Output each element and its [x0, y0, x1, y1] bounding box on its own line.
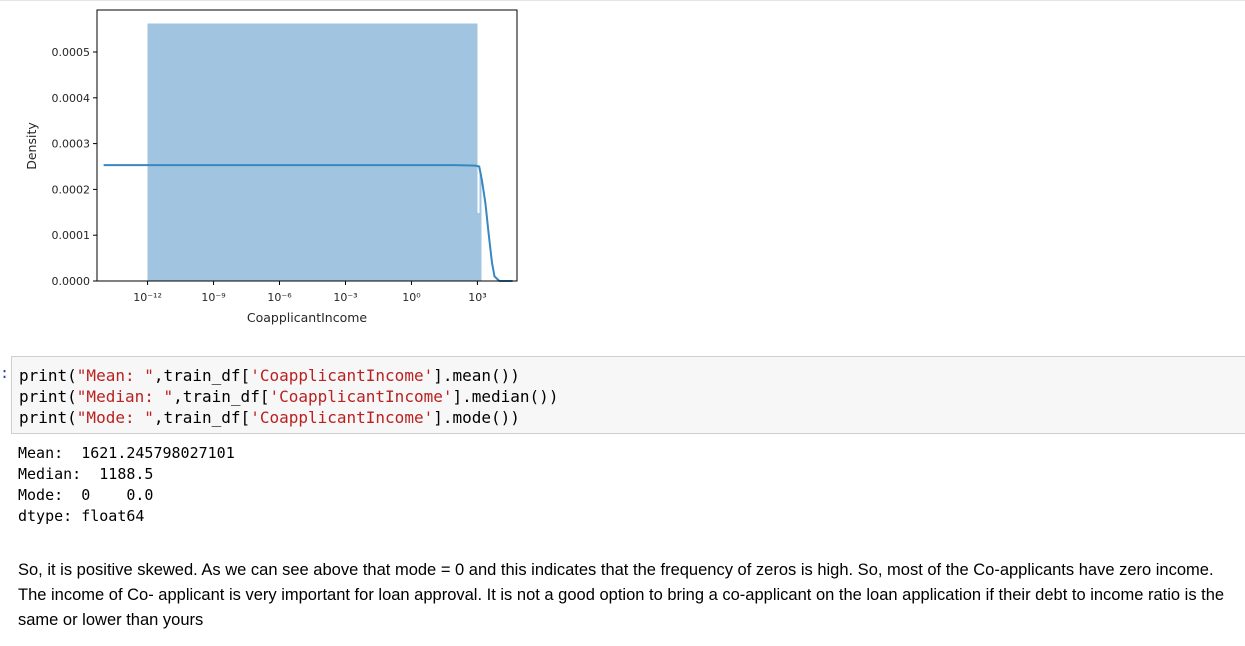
chart-svg: 0.0000 0.0001 0.0002 0.0003 0.0004 0.0005 10⁻¹… — [24, 9, 518, 325]
code-line: print("Mean: ",train_df['CoapplicantInco… — [19, 366, 520, 385]
y-tick-label: 0.0001 — [52, 229, 91, 242]
markdown-paragraph: So, it is positive skewed. As we can see… — [18, 561, 1225, 629]
x-tick-label: 10³ — [468, 291, 486, 304]
y-tick-label: 0.0003 — [52, 138, 91, 151]
output-line-mean: Mean: 1621.245798027101 — [18, 444, 235, 462]
x-tick-label: 10⁰ — [402, 291, 421, 304]
y-tick-label: 0.0005 — [52, 46, 91, 59]
density-histogram-figure: 0.0000 0.0001 0.0002 0.0003 0.0004 0.0005 10⁻¹… — [0, 0, 540, 340]
output-line-median: Median: 1188.5 — [18, 465, 154, 483]
top-divider — [0, 0, 1245, 1]
x-tick-label: 10⁻⁹ — [201, 291, 225, 304]
kde-line — [103, 164, 513, 282]
y-axis-label: Density — [24, 122, 39, 170]
x-tick-label: 10⁻¹² — [133, 291, 162, 304]
code-cell[interactable]: print("Mean: ",train_df['CoapplicantInco… — [11, 356, 1245, 434]
x-tick-label: 10⁻⁶ — [267, 291, 292, 304]
cell-prompt-marker: : — [0, 364, 10, 382]
output-line-dtype: dtype: float64 — [18, 507, 145, 525]
y-tick-label: 0.0002 — [52, 183, 91, 196]
x-tick-label: 10⁻³ — [333, 291, 357, 304]
plot-frame — [96, 9, 518, 282]
y-tick-label: 0.0000 — [52, 275, 91, 288]
x-axis-label: CoapplicantIncome — [247, 310, 368, 325]
code-line: print("Mode: ",train_df['CoapplicantInco… — [19, 408, 520, 427]
histogram-bar — [479, 171, 482, 281]
output-line-mode: Mode: 0 0.0 — [18, 486, 154, 504]
code-line: print("Median: ",train_df['CoapplicantIn… — [19, 387, 559, 406]
histogram-bar — [147, 23, 478, 281]
y-tick-label: 0.0004 — [52, 92, 91, 105]
histogram-bar — [477, 213, 480, 281]
